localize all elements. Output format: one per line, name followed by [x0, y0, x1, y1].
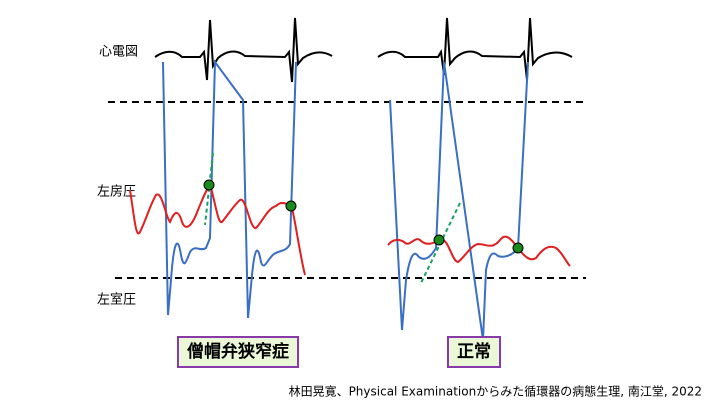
- la-pressure-trace: [387, 235, 571, 267]
- crossover-point: [203, 179, 215, 191]
- crossover-point: [512, 242, 524, 254]
- lv-pressure-trace: [389, 61, 529, 341]
- panel-title: 正常: [457, 341, 491, 362]
- ecg-trace: [154, 17, 333, 83]
- lv-label: 左室圧: [97, 292, 136, 308]
- crossover-point: [433, 234, 445, 246]
- ecg-label: 心電図: [99, 45, 138, 60]
- panel-title: 僧帽弁狭窄症: [187, 341, 289, 362]
- panel-title-box: [177, 336, 299, 368]
- crossover-point: [285, 200, 297, 212]
- citation: 林田晃寛、Physical Examinationからみた循環器の病態生理, 南…: [289, 384, 702, 399]
- la-label: 左房圧: [97, 184, 136, 200]
- panel-title-box: [447, 336, 501, 368]
- ecg-trace: [377, 17, 573, 81]
- lv-pressure-trace: [162, 59, 297, 319]
